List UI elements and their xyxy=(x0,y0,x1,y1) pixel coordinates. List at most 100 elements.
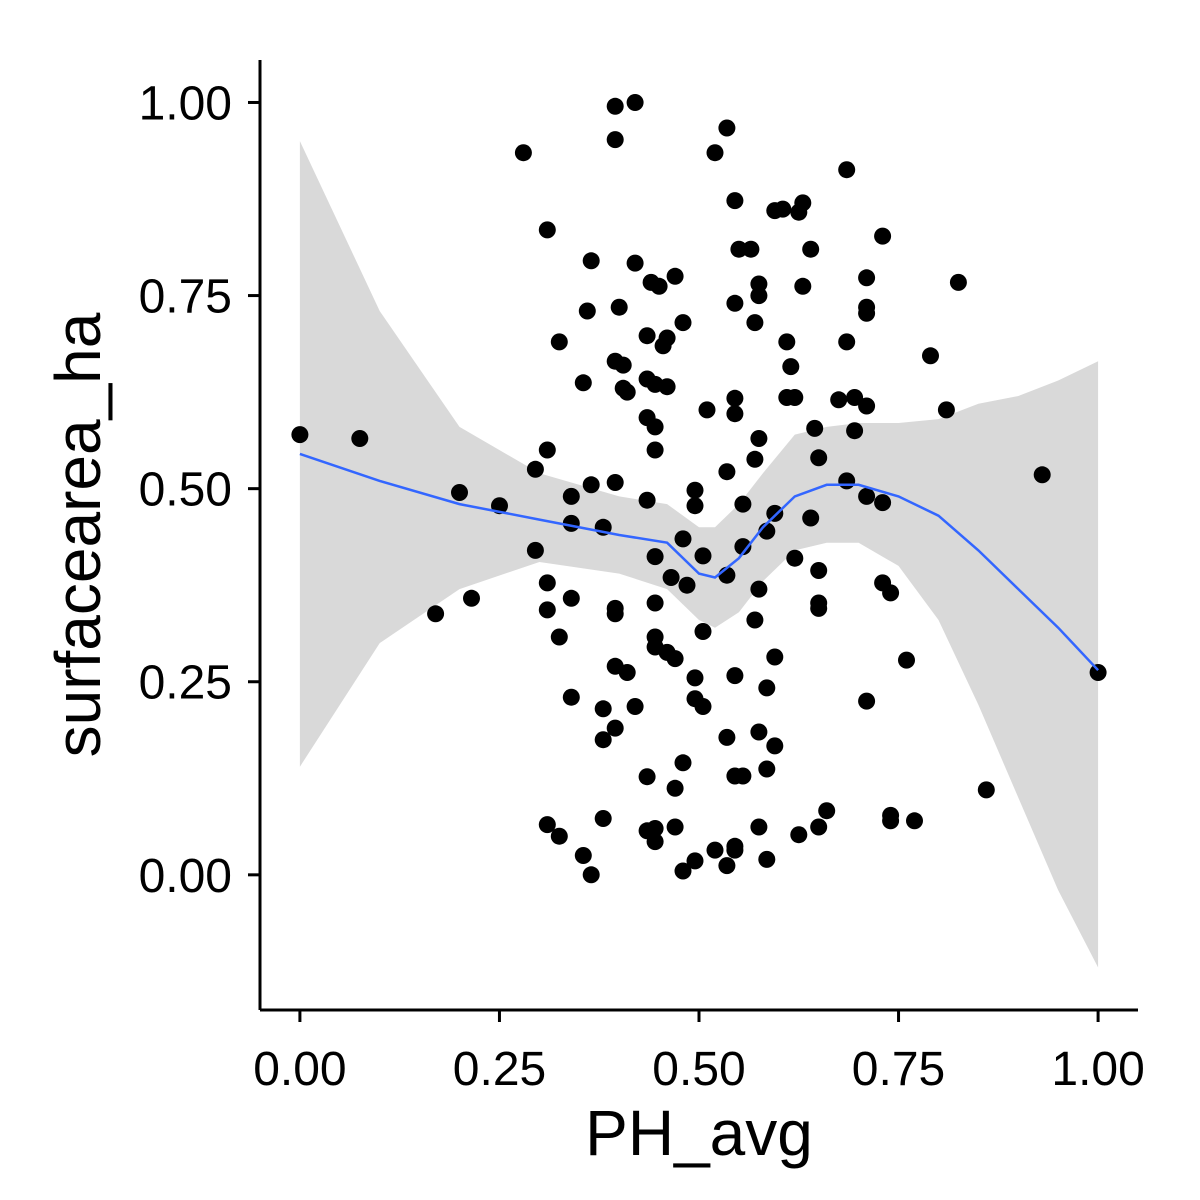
data-point xyxy=(794,277,812,295)
data-point xyxy=(949,273,967,291)
data-point xyxy=(550,827,568,845)
data-point xyxy=(578,302,596,320)
data-point xyxy=(858,397,876,415)
data-point xyxy=(618,664,636,681)
data-point xyxy=(538,601,556,619)
data-point xyxy=(750,723,768,741)
data-point xyxy=(646,833,664,851)
data-point xyxy=(790,826,808,844)
data-point xyxy=(674,314,692,332)
data-point xyxy=(882,584,900,602)
data-point xyxy=(734,767,752,785)
data-point xyxy=(838,472,856,490)
data-point xyxy=(758,850,776,868)
data-point xyxy=(750,818,768,836)
data-point xyxy=(858,269,876,287)
points-layer xyxy=(291,94,1107,884)
data-point xyxy=(977,781,995,799)
data-point xyxy=(594,731,612,749)
smooth-line-layer xyxy=(299,452,1100,672)
data-point xyxy=(646,594,664,612)
data-point xyxy=(694,547,712,565)
data-point xyxy=(858,487,876,505)
data-point xyxy=(686,481,704,499)
data-point xyxy=(694,623,712,640)
data-point xyxy=(638,327,656,345)
data-point xyxy=(650,277,668,295)
data-point xyxy=(874,494,892,512)
data-point xyxy=(646,418,664,436)
data-point xyxy=(1033,466,1051,484)
data-point xyxy=(810,449,828,467)
data-point xyxy=(718,728,736,746)
data-point xyxy=(538,816,556,834)
data-point xyxy=(718,463,736,481)
data-point xyxy=(686,852,704,870)
data-point xyxy=(606,97,624,115)
data-point xyxy=(726,192,744,210)
data-point xyxy=(794,194,812,212)
data-point xyxy=(838,161,856,179)
data-point xyxy=(758,679,776,697)
data-point xyxy=(802,509,820,527)
data-point xyxy=(618,383,636,401)
data-point xyxy=(594,700,612,718)
data-point xyxy=(291,426,309,444)
x-tick-label: 1.00 xyxy=(1051,1043,1144,1096)
data-point xyxy=(726,405,744,423)
data-point xyxy=(562,688,580,706)
data-point xyxy=(574,847,592,864)
data-point xyxy=(746,450,764,468)
y-tick-label: 0.00 xyxy=(139,850,232,903)
data-point xyxy=(718,119,736,137)
data-point xyxy=(538,441,556,459)
data-point xyxy=(638,768,656,786)
data-point xyxy=(774,200,792,218)
data-point xyxy=(658,378,676,396)
data-point xyxy=(582,476,600,494)
y-tick-label: 0.50 xyxy=(139,464,232,517)
data-point xyxy=(726,841,744,859)
data-point xyxy=(718,857,736,875)
data-point xyxy=(846,389,864,406)
data-point xyxy=(758,760,776,778)
data-point xyxy=(802,240,820,258)
y-tick-label: 0.25 xyxy=(139,657,232,710)
x-tick-label: 0.50 xyxy=(652,1043,745,1096)
y-tick-label: 1.00 xyxy=(139,78,232,131)
y-tick-label: 0.75 xyxy=(139,271,232,324)
data-point xyxy=(614,356,632,374)
data-point xyxy=(582,866,600,884)
data-point xyxy=(666,267,684,285)
ticks: 0.00 0.25 0.50 0.75 1.00 0.00 0.25 0.50 … xyxy=(139,78,1145,1097)
data-point xyxy=(786,549,804,567)
data-point xyxy=(686,497,704,515)
y-axis-title: surfacearea_ha xyxy=(42,312,114,757)
data-point xyxy=(766,737,784,755)
data-point xyxy=(726,389,744,407)
data-point xyxy=(750,580,768,598)
data-point xyxy=(606,474,624,491)
data-point xyxy=(594,810,612,827)
data-point xyxy=(1089,664,1107,681)
x-tick-label: 0.25 xyxy=(453,1043,546,1096)
data-point xyxy=(646,441,664,459)
data-point xyxy=(874,227,892,245)
data-point xyxy=(806,419,824,437)
data-point xyxy=(726,294,744,312)
data-point xyxy=(706,144,724,162)
data-point xyxy=(750,287,768,305)
data-point xyxy=(882,812,900,830)
data-point xyxy=(906,812,923,830)
data-point xyxy=(658,329,676,347)
data-point xyxy=(698,401,716,419)
smooth-line xyxy=(299,452,1100,672)
data-point xyxy=(830,391,848,409)
data-point xyxy=(937,401,955,419)
data-point xyxy=(626,698,644,715)
data-point xyxy=(451,484,468,501)
data-point xyxy=(674,754,692,772)
data-point xyxy=(526,541,544,559)
x-tick-label: 0.00 xyxy=(253,1043,346,1096)
